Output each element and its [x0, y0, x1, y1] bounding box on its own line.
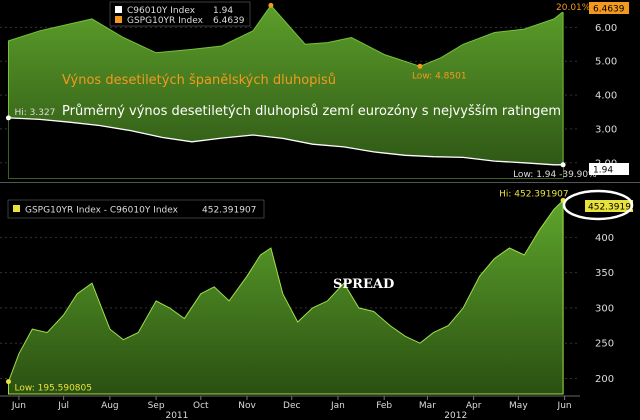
- last-value-tag-c96010y: [589, 163, 629, 175]
- bottom-y-tick-label: 250: [595, 339, 614, 350]
- bottom-y-axis: 200 250 300 350 400: [595, 233, 614, 385]
- top-legend-box: [109, 1, 251, 27]
- x-axis-month-label: Aug: [101, 401, 119, 411]
- pct-badge-bg: [553, 0, 587, 12]
- x-axis-month-label: Oct: [193, 401, 209, 411]
- top-y-tick-label: 4.00: [595, 91, 617, 102]
- bottom-legend-box: [7, 199, 265, 219]
- spread-area: [8, 199, 564, 395]
- x-axis-month-label: Jan: [330, 401, 345, 411]
- low-marker-c96010y: [560, 162, 566, 168]
- hi-label-spread: Hi: 452.391907: [499, 189, 569, 199]
- legend-value-c96010y: 1.94: [213, 6, 233, 16]
- x-axis-year-label: 2012: [444, 411, 467, 420]
- legend-swatch-gspg10yr: [115, 16, 122, 23]
- last-value-c96010y: 1.94: [593, 166, 613, 176]
- hi-marker-gspg10yr: [268, 2, 274, 8]
- x-axis-month-label: Jun: [11, 401, 26, 411]
- x-axis-month-label: Mar: [419, 401, 436, 411]
- legend-label-c96010y: C96010Y Index: [127, 6, 196, 16]
- x-axis: Jun Jul Aug Sep Oct Nov Dec Jan Feb Mar Apr May Jun 2…: [0, 395, 580, 420]
- bottom-y-tick-label: 350: [595, 268, 614, 279]
- hi-marker-c96010y: [5, 115, 11, 121]
- bottom-y-tick-label: 300: [595, 303, 614, 314]
- x-axis-month-label: Apr: [466, 401, 482, 411]
- top-y-tick-label: 3.00: [595, 124, 617, 135]
- x-axis-year-label: 2011: [165, 411, 188, 420]
- legend-swatch-c96010y: [115, 6, 122, 13]
- eurozone-yield-title: Průměrný výnos desetiletých dluhopisů ze…: [62, 104, 561, 119]
- legend-swatch-spread: [13, 205, 20, 212]
- highlight-ellipse: [562, 189, 634, 221]
- top-panel: 2.003.004.005.006.00 C96010Y Index 1.94 …: [0, 0, 640, 180]
- low-label-c96010y: Low: 1.94 -39.90%: [513, 170, 597, 180]
- x-axis-month-label: May: [509, 401, 528, 411]
- last-value-gspg10yr: 6.4639: [593, 5, 625, 15]
- last-value-spread: 452.391907: [588, 203, 640, 213]
- euro-yield-line: [8, 117, 564, 166]
- x-axis-month-label: Jul: [57, 401, 69, 411]
- low-label-gspg10yr: Low: 4.8501: [412, 71, 467, 81]
- euro-yield-underlay: [8, 117, 564, 178]
- bottom-y-tick-label: 200: [595, 374, 614, 385]
- last-value-tag-gspg10yr: [589, 2, 629, 14]
- last-value-tag-spread: [585, 200, 633, 212]
- bottom-legend: GSPG10YR Index - C96010Y Index 452.39190…: [7, 199, 265, 219]
- top-legend: C96010Y Index 1.94 GSPG10YR Index 6.4639: [109, 1, 251, 27]
- x-axis-month-label: Sep: [148, 401, 165, 411]
- legend-value-spread: 452.391907: [202, 206, 256, 216]
- spread-label: SPREAD: [333, 277, 394, 292]
- x-axis-month-label: Dec: [283, 401, 300, 411]
- low-label-spread: Low: 195.590805: [14, 384, 92, 394]
- low-marker-spread: [5, 379, 11, 385]
- pct-change-badge: 20.01%: [556, 3, 591, 13]
- bottom-panel: 200 250 300 350 400 GSPG10YR Index - C96010Y…: [0, 189, 640, 420]
- top-y-tick-label: 5.00: [595, 57, 617, 68]
- spanish-yield-title: Výnos desetiletých španělských dluhopisů: [62, 73, 336, 88]
- x-axis-month-label: Jun: [557, 401, 572, 411]
- x-axis-month-label: Feb: [376, 401, 392, 411]
- top-y-tick-label: 6.00: [595, 23, 617, 34]
- legend-value-gspg10yr: 6.4639: [213, 16, 245, 26]
- hi-label-c96010y: Hi: 3.327: [14, 108, 55, 118]
- x-axis-month-label: Nov: [238, 401, 256, 411]
- legend-label-spread: GSPG10YR Index - C96010Y Index: [25, 206, 179, 216]
- legend-label-gspg10yr: GSPG10YR Index: [127, 16, 204, 26]
- low-marker-gspg10yr: [417, 63, 423, 69]
- bottom-y-tick-label: 400: [595, 233, 614, 244]
